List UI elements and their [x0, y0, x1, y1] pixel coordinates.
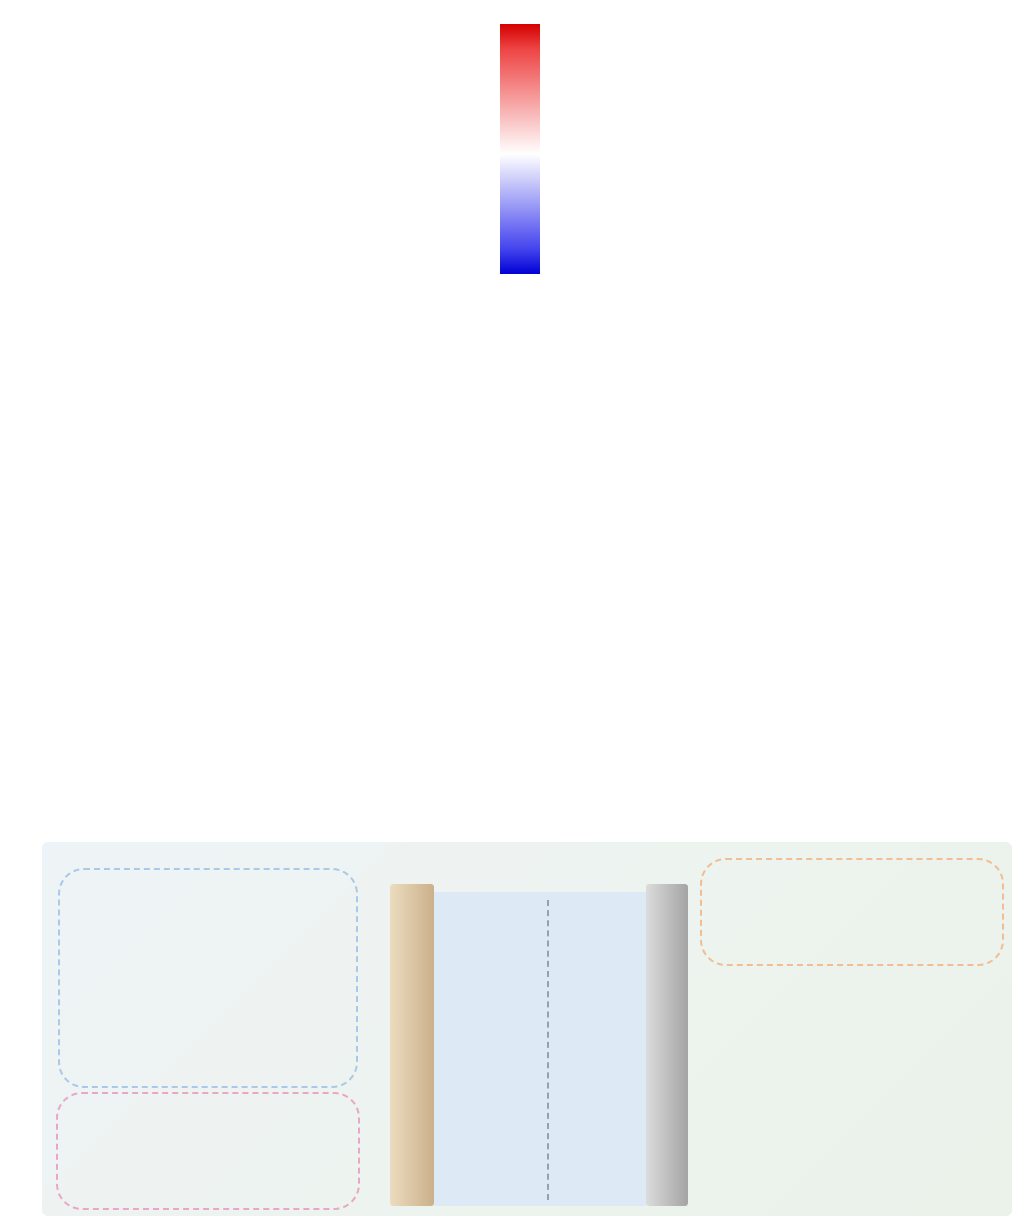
panel-f-o1s-xps: [306, 572, 596, 825]
zn-redox-box: [700, 858, 1004, 966]
zn2p-xps-chart: [8, 581, 304, 825]
o1s-xps-chart: [306, 581, 596, 825]
electrolyte-panel: [434, 892, 646, 1206]
raman-heatmap: [88, 18, 456, 266]
colorbar: [500, 24, 540, 274]
xrd-cycling-chart: [596, 14, 1020, 570]
co2p-xps-chart: [8, 328, 304, 572]
panel-b-xrd-cycling: [596, 4, 1020, 570]
anode-bar: [646, 884, 688, 1206]
co-redox-box: [58, 868, 358, 1088]
separator-divider: [547, 900, 549, 1200]
panel-c-co2p-xps: [8, 316, 304, 572]
zn-xrd-chart: [590, 580, 1024, 825]
panel-e-zn2p-xps: [8, 572, 304, 825]
cathode-bar: [390, 884, 434, 1206]
panel-h-schematic: [8, 826, 1020, 1220]
o2-redox-box: [56, 1092, 360, 1210]
k2p-xps-chart: [306, 328, 596, 572]
panel-d-k2p-xps: [306, 316, 596, 572]
panel-a-raman-map: [8, 4, 593, 314]
panel-g-zn-xrd: [590, 572, 1024, 825]
